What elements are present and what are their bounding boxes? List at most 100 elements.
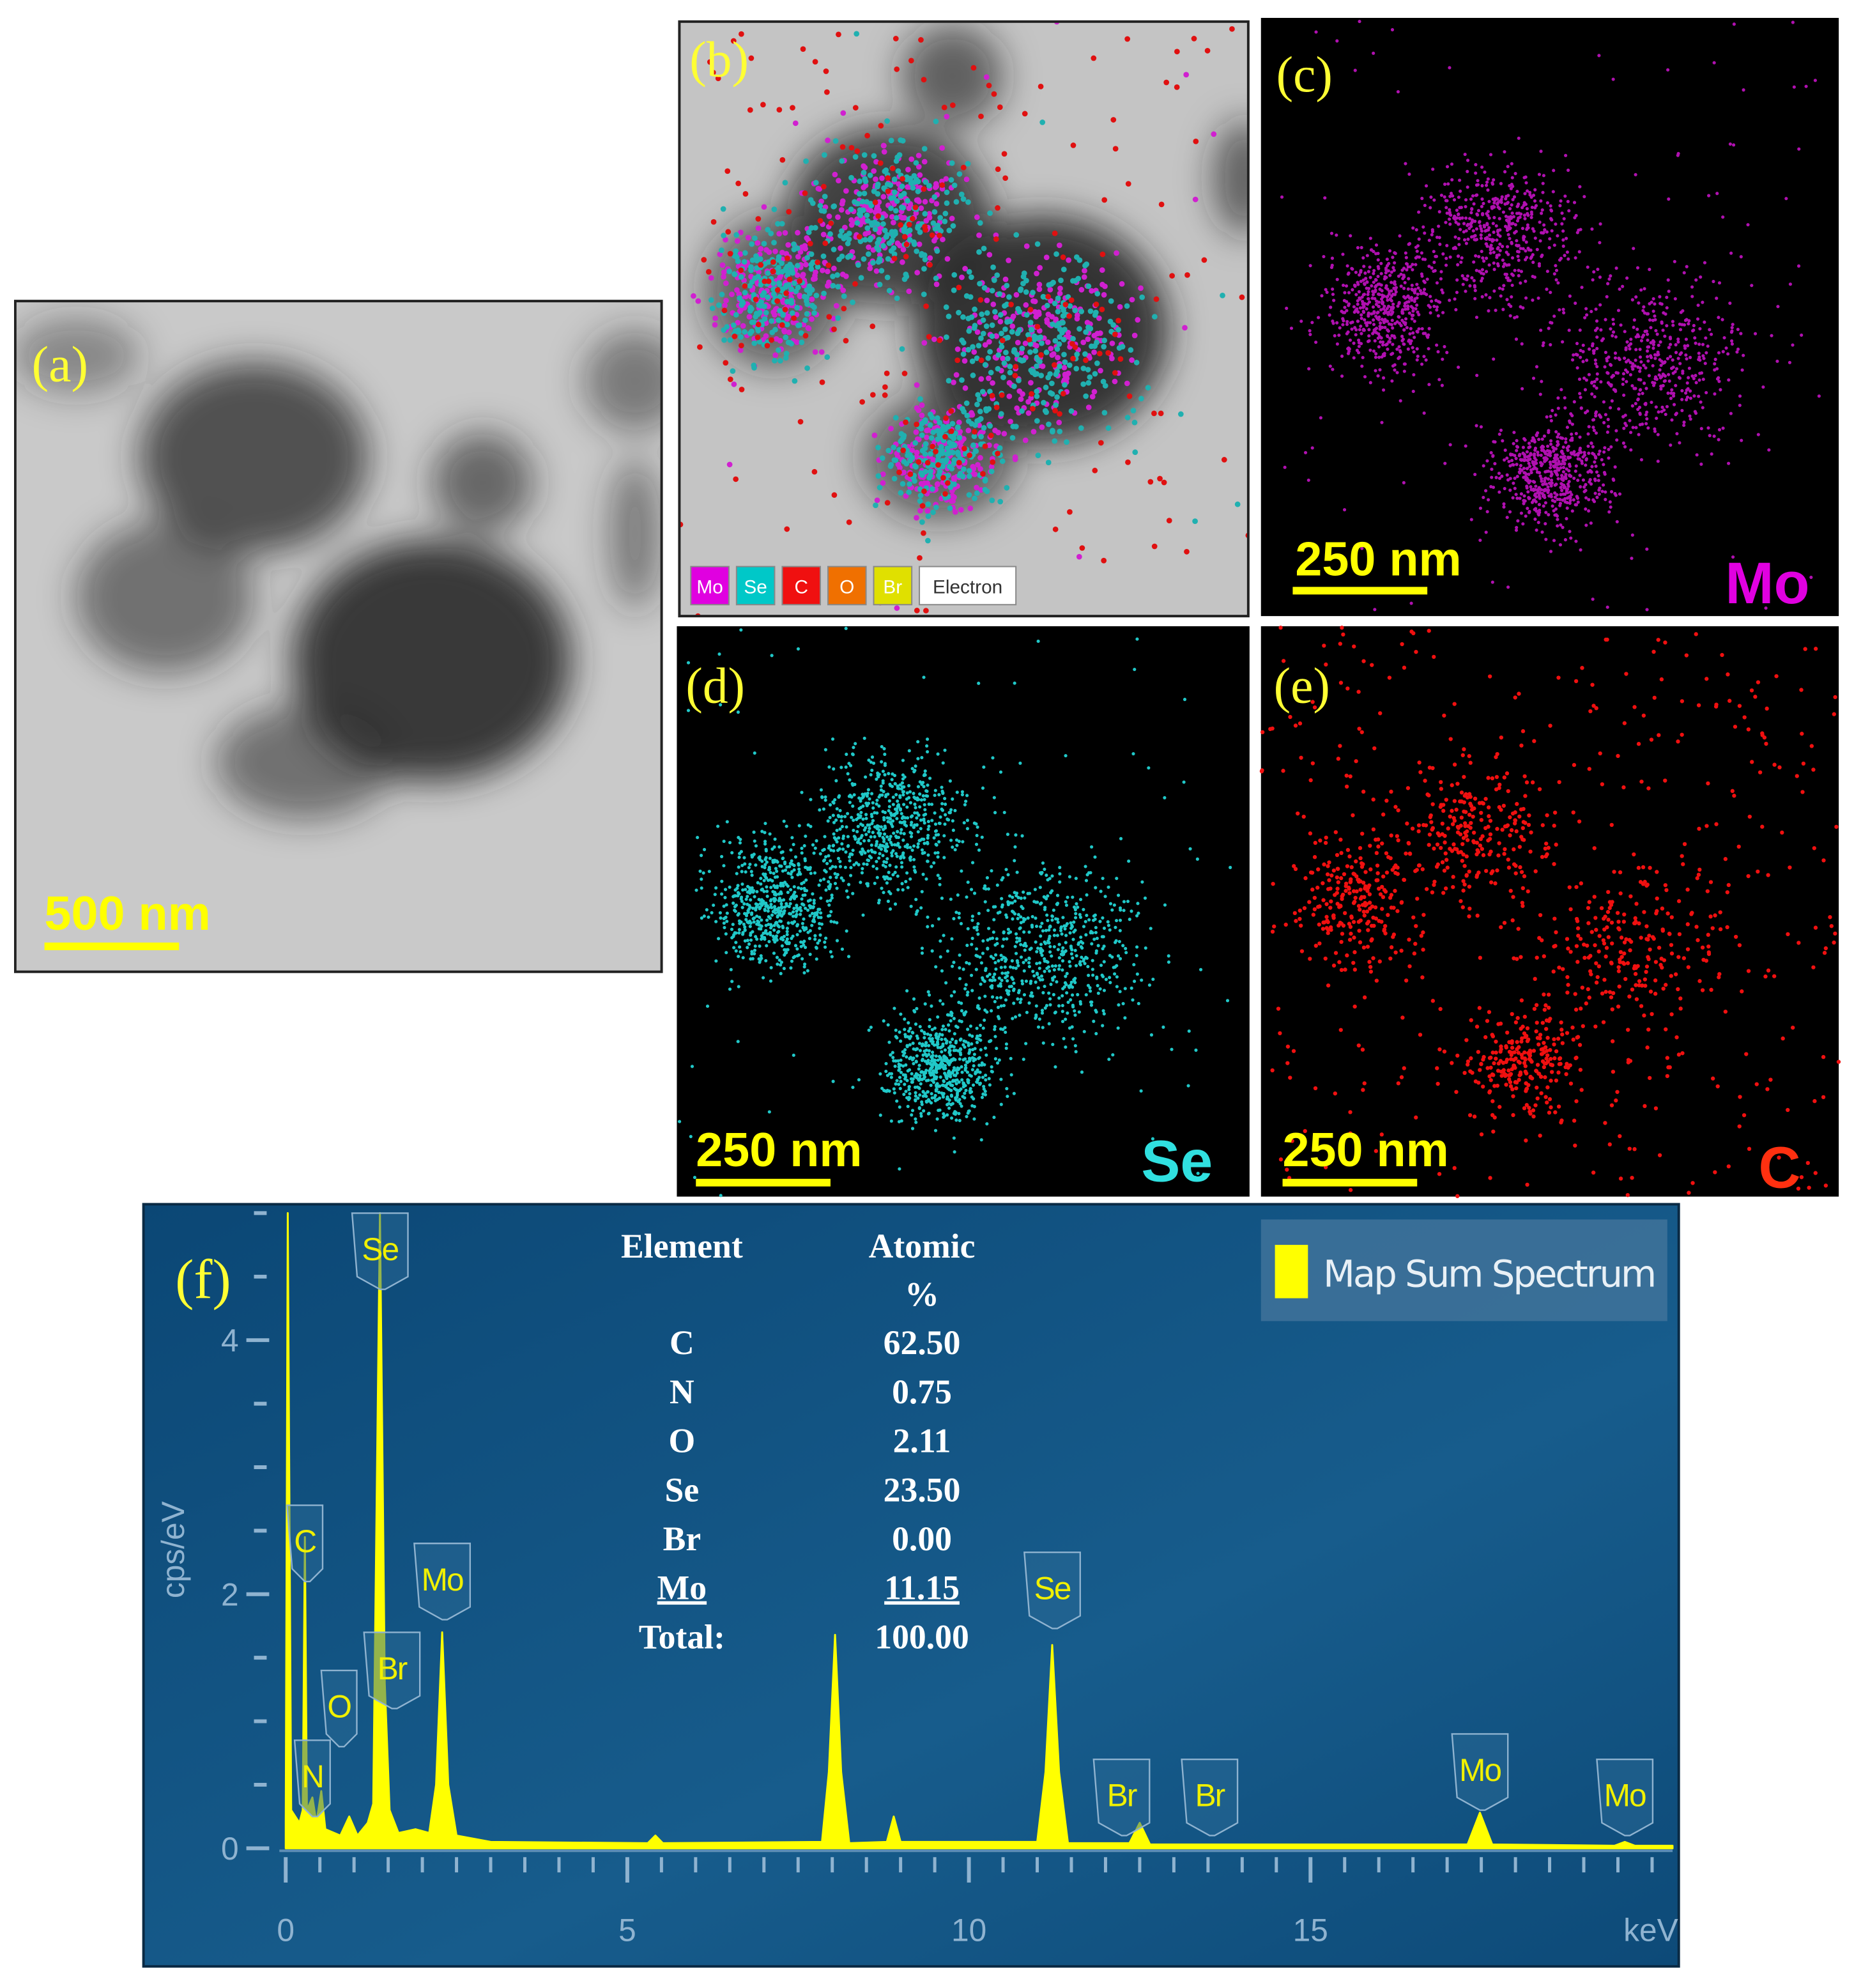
map-dot	[1503, 262, 1506, 266]
map-dot	[1645, 608, 1649, 612]
map-dot	[965, 819, 969, 822]
map-dot	[866, 244, 871, 250]
map-dot	[1546, 469, 1551, 473]
map-dot	[1427, 383, 1431, 387]
map-dot	[1365, 307, 1368, 311]
map-dot	[1380, 318, 1384, 321]
map-dot	[1367, 328, 1371, 332]
map-dot	[960, 196, 967, 202]
map-dot	[1630, 557, 1634, 560]
map-dot	[1057, 326, 1063, 332]
map-dot	[1545, 270, 1549, 274]
map-dot	[1542, 223, 1546, 227]
map-dot	[948, 177, 954, 183]
map-dot	[1496, 247, 1499, 250]
map-dot	[1699, 275, 1703, 279]
map-dot	[972, 821, 976, 825]
map-dot	[1509, 215, 1513, 219]
map-dot	[1505, 298, 1509, 302]
map-dot	[1637, 301, 1641, 305]
map-dot	[1514, 456, 1518, 461]
map-dot	[1449, 191, 1453, 196]
map-dot	[1048, 298, 1053, 304]
map-dot	[1372, 272, 1375, 275]
map-dot	[1644, 329, 1648, 333]
map-dot	[1411, 268, 1414, 272]
map-dot	[804, 287, 810, 293]
map-dot	[951, 435, 957, 442]
map-dot	[1056, 419, 1062, 426]
map-dot	[900, 435, 907, 441]
map-dot	[1634, 348, 1638, 351]
map-dot	[1519, 281, 1522, 285]
map-dot	[1033, 343, 1039, 349]
map-dot	[1797, 147, 1801, 151]
map-dot	[691, 293, 696, 299]
map-dot	[915, 1054, 919, 1058]
map-dot	[1587, 373, 1591, 376]
map-dot	[877, 160, 884, 166]
map-dot	[1742, 88, 1745, 92]
map-dot	[921, 186, 927, 192]
map-dot	[857, 178, 863, 185]
map-dot	[1636, 333, 1640, 337]
map-dot	[1397, 274, 1401, 278]
map-dot	[1576, 500, 1580, 504]
map-dot	[1697, 394, 1701, 398]
map-dot	[1036, 639, 1040, 643]
map-dot	[944, 114, 950, 119]
map-dot	[964, 1088, 968, 1092]
map-dot	[1121, 1002, 1125, 1006]
map-dot	[1496, 228, 1500, 232]
map-dot	[1511, 197, 1515, 201]
map-dot	[1501, 439, 1505, 443]
map-dot	[1505, 516, 1509, 520]
map-dot	[1552, 539, 1556, 543]
map-dot	[949, 493, 956, 499]
map-dot	[946, 1103, 949, 1107]
map-dot	[965, 160, 971, 167]
map-dot	[809, 316, 815, 322]
map-dot	[1391, 266, 1395, 270]
map-dot	[1526, 506, 1529, 511]
map-dot	[1094, 925, 1098, 930]
map-dot	[1057, 411, 1062, 417]
map-dot	[1584, 482, 1588, 486]
map-dot	[815, 839, 818, 843]
map-dot	[1656, 433, 1660, 436]
map-dot	[1372, 323, 1376, 327]
map-dot	[1239, 294, 1245, 300]
map-dot	[1598, 486, 1602, 490]
map-dot	[958, 440, 964, 445]
map-dot	[886, 288, 893, 294]
map-dot	[1374, 352, 1378, 356]
map-dot	[1317, 316, 1321, 320]
map-dot	[772, 352, 779, 358]
map-dot	[1007, 419, 1013, 424]
map-dot	[1423, 203, 1427, 208]
map-dot	[1062, 1036, 1066, 1040]
map-dot	[1503, 458, 1506, 462]
map-dot	[1463, 152, 1467, 157]
map-dot	[1473, 289, 1477, 293]
map-dot	[1578, 448, 1582, 452]
map-dot	[830, 274, 836, 279]
map-dot	[1609, 445, 1613, 449]
map-dot	[1393, 261, 1397, 265]
map-dot	[1653, 357, 1657, 360]
map-dot	[1731, 323, 1735, 327]
map-dot	[1480, 197, 1484, 201]
map-dot	[861, 169, 867, 176]
map-dot	[1538, 239, 1542, 243]
map-dot	[1533, 456, 1536, 460]
map-dot	[1770, 334, 1774, 337]
map-dot	[1402, 481, 1406, 484]
map-dot	[1038, 966, 1041, 970]
map-dot	[1705, 351, 1708, 355]
map-dot	[1533, 493, 1537, 497]
map-dot	[1432, 260, 1436, 265]
map-dot	[1049, 891, 1053, 895]
map-dot	[1445, 165, 1450, 169]
map-dot	[1121, 944, 1125, 948]
map-dot	[1341, 323, 1345, 327]
